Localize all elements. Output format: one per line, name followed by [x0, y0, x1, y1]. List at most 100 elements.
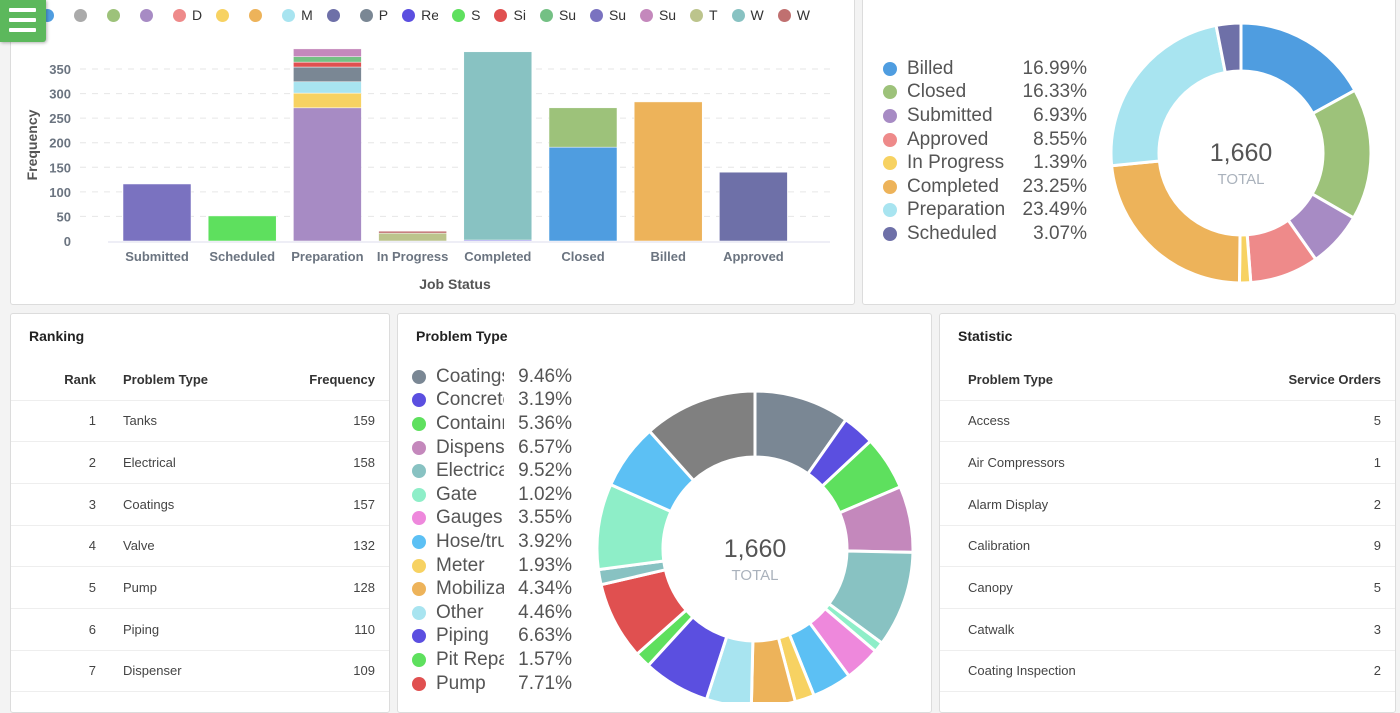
- menu-button[interactable]: [0, 0, 46, 42]
- table-row[interactable]: 7 Dispenser 109: [11, 650, 389, 693]
- legend-swatch: [412, 676, 426, 691]
- legend-item[interactable]: Si: [494, 5, 526, 25]
- legend-label: Preparation: [907, 199, 1006, 221]
- legend-item[interactable]: Billed 16.99%: [883, 57, 1087, 81]
- legend-label: Electrical: [436, 460, 504, 482]
- service-orders-cell: 5: [1194, 400, 1395, 443]
- legend-item[interactable]: Re: [402, 5, 438, 25]
- legend-item[interactable]: P: [359, 5, 388, 25]
- table-row[interactable]: 4 Valve 132: [11, 525, 389, 568]
- legend-label: Approved: [907, 128, 989, 150]
- legend-percent: 6.63%: [518, 625, 572, 647]
- legend-swatch: [412, 652, 426, 667]
- legend-item[interactable]: [326, 5, 346, 25]
- rank-cell: 6: [11, 608, 96, 651]
- legend-label: Coatings: [436, 365, 504, 387]
- col-problem-type[interactable]: Problem Type: [96, 360, 268, 401]
- table-row[interactable]: Access 5: [940, 400, 1395, 443]
- legend-item[interactable]: M: [282, 5, 313, 25]
- table-row[interactable]: Air Compressors 1: [940, 441, 1395, 484]
- legend-item[interactable]: [140, 5, 159, 25]
- legend-item[interactable]: Sul: [639, 5, 676, 25]
- legend-label: Meter: [436, 554, 485, 576]
- table-row[interactable]: Coating Inspection 2: [940, 650, 1395, 693]
- legend-item[interactable]: D: [173, 5, 202, 25]
- legend-item[interactable]: Preparation 23.49%: [883, 199, 1087, 223]
- legend-swatch: [883, 179, 897, 194]
- statistic-title: Statistic: [958, 328, 1013, 344]
- legend-item[interactable]: Sul: [589, 5, 626, 25]
- legend-item[interactable]: Gate 1.02%: [412, 483, 572, 507]
- legend-percent: 3.19%: [518, 389, 572, 411]
- problem-type-cell: Catwalk: [940, 608, 1195, 651]
- table-row[interactable]: 6 Piping 110: [11, 608, 389, 651]
- legend-label: Sul: [658, 7, 676, 23]
- problem-type-cell: Pump: [96, 566, 268, 609]
- legend-item[interactable]: Concrete 3.19%: [412, 389, 572, 413]
- legend-item[interactable]: Completed 23.25%: [883, 175, 1087, 199]
- legend-item[interactable]: In Progress 1.39%: [883, 151, 1087, 175]
- hamburger-menu-icon: [9, 28, 36, 32]
- legend-item[interactable]: W: [777, 5, 810, 25]
- legend-item[interactable]: [107, 5, 126, 25]
- legend-item[interactable]: [249, 5, 268, 25]
- table-row[interactable]: 1 Tanks 159: [11, 400, 389, 443]
- legend-item[interactable]: Scheduled 3.07%: [883, 222, 1087, 246]
- legend-label: Closed: [907, 81, 967, 103]
- legend-label: Completed: [907, 175, 999, 197]
- legend-item[interactable]: T: [689, 5, 718, 25]
- legend-item[interactable]: Closed 16.33%: [883, 81, 1087, 105]
- legend-item[interactable]: Coatings 9.46%: [412, 365, 572, 389]
- legend-item[interactable]: Other 4.46%: [412, 601, 572, 625]
- legend-swatch: [689, 8, 703, 22]
- legend-label: Hose/tru: [436, 530, 504, 552]
- legend-label: Si: [513, 7, 526, 23]
- col-service-orders[interactable]: Service Orders: [1194, 360, 1395, 401]
- service-orders-cell: 9: [1194, 525, 1395, 568]
- col-frequency[interactable]: Frequency: [267, 360, 389, 401]
- legend-percent: 1.93%: [518, 554, 572, 576]
- legend-percent: 9.46%: [518, 365, 572, 387]
- table-row[interactable]: Calibration 9: [940, 525, 1395, 568]
- legend-item[interactable]: Piping 6.63%: [412, 625, 572, 649]
- col-problem-type[interactable]: Problem Type: [940, 360, 1195, 401]
- legend-item[interactable]: Submitted 6.93%: [883, 104, 1087, 128]
- legend-swatch: [883, 132, 897, 147]
- legend-swatch: [402, 8, 416, 22]
- table-row[interactable]: 2 Electrical 158: [11, 441, 389, 484]
- legend-percent: 5.36%: [518, 412, 572, 434]
- table-row[interactable]: Alarm Display 2: [940, 483, 1395, 526]
- legend-item[interactable]: Electrical 9.52%: [412, 459, 572, 483]
- legend-swatch: [883, 203, 897, 218]
- legend-item[interactable]: Containment 5.36%: [412, 412, 572, 436]
- legend-item[interactable]: Hose/tru 3.92%: [412, 530, 572, 554]
- legend-item[interactable]: Pump 7.71%: [412, 672, 572, 696]
- col-rank[interactable]: Rank: [11, 360, 96, 401]
- legend-swatch: [412, 629, 426, 644]
- table-row[interactable]: 3 Coatings 157: [11, 483, 389, 526]
- legend-item[interactable]: Gauges 3.55%: [412, 507, 572, 531]
- table-row[interactable]: Catwalk 3: [940, 608, 1395, 651]
- service-orders-cell: 1: [1194, 441, 1395, 484]
- legend-label: In Progress: [907, 152, 1005, 174]
- legend-item[interactable]: W: [731, 5, 764, 25]
- legend-item[interactable]: Mobiliza 4.34%: [412, 577, 572, 601]
- problem-type-cell: Coating Inspection: [940, 650, 1195, 693]
- table-row[interactable]: Canopy 5: [940, 566, 1395, 609]
- legend-item[interactable]: Meter 1.93%: [412, 554, 572, 578]
- legend-label: D: [192, 7, 203, 23]
- legend-item[interactable]: Dispenser 6.57%: [412, 436, 572, 460]
- legend-item[interactable]: Subn: [539, 5, 576, 25]
- legend-item[interactable]: Pit Repa 1.57%: [412, 648, 572, 672]
- legend-label: Subn: [558, 7, 576, 23]
- table-row[interactable]: 5 Pump 128: [11, 566, 389, 609]
- legend-label: Containment: [436, 412, 504, 434]
- legend-percent: 4.34%: [518, 578, 572, 600]
- legend-item[interactable]: [216, 5, 235, 25]
- legend-item[interactable]: S: [452, 5, 480, 25]
- legend-item[interactable]: Approved 8.55%: [883, 128, 1087, 152]
- legend-swatch: [883, 156, 897, 171]
- legend-item[interactable]: [74, 5, 93, 25]
- bar-chart-legend: D M P Re S Si Subn Sul Sul T W W: [41, 5, 841, 25]
- legend-label: Scheduled: [907, 222, 997, 244]
